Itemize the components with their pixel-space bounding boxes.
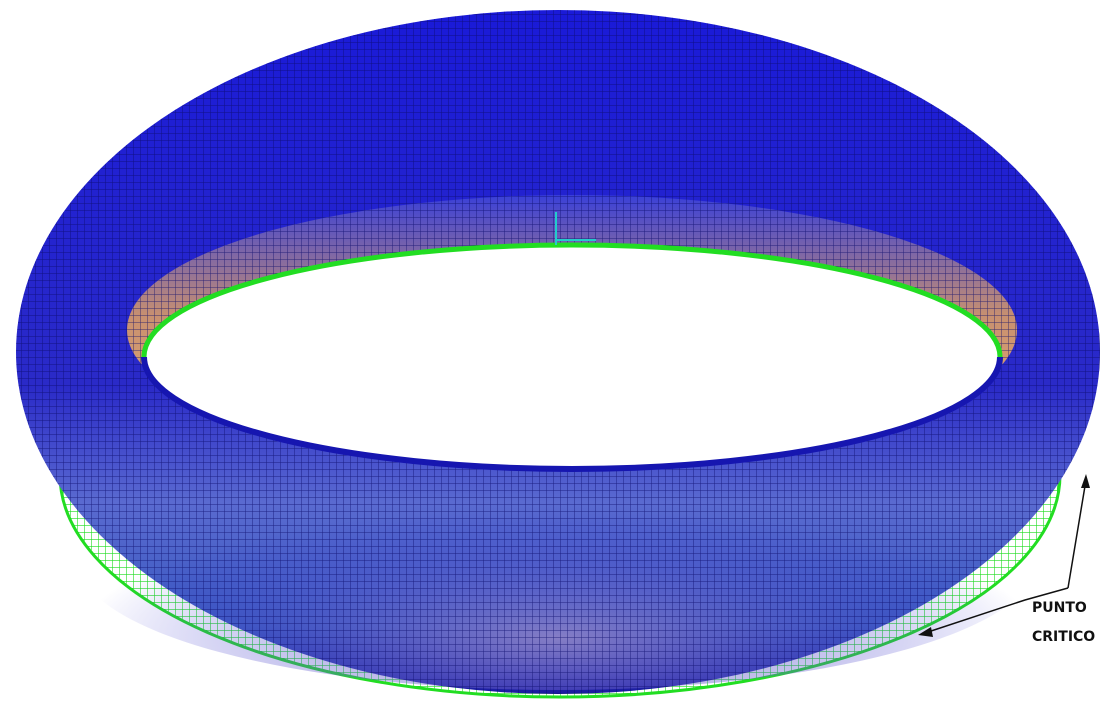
- arrow-head: [1081, 474, 1090, 488]
- annotation-label: PUNTO: [1032, 600, 1087, 616]
- fem-render: PUNTO CRITICO: [0, 0, 1103, 715]
- annotation-label: CRITICO: [1032, 629, 1095, 645]
- arrow-line: [1068, 480, 1086, 588]
